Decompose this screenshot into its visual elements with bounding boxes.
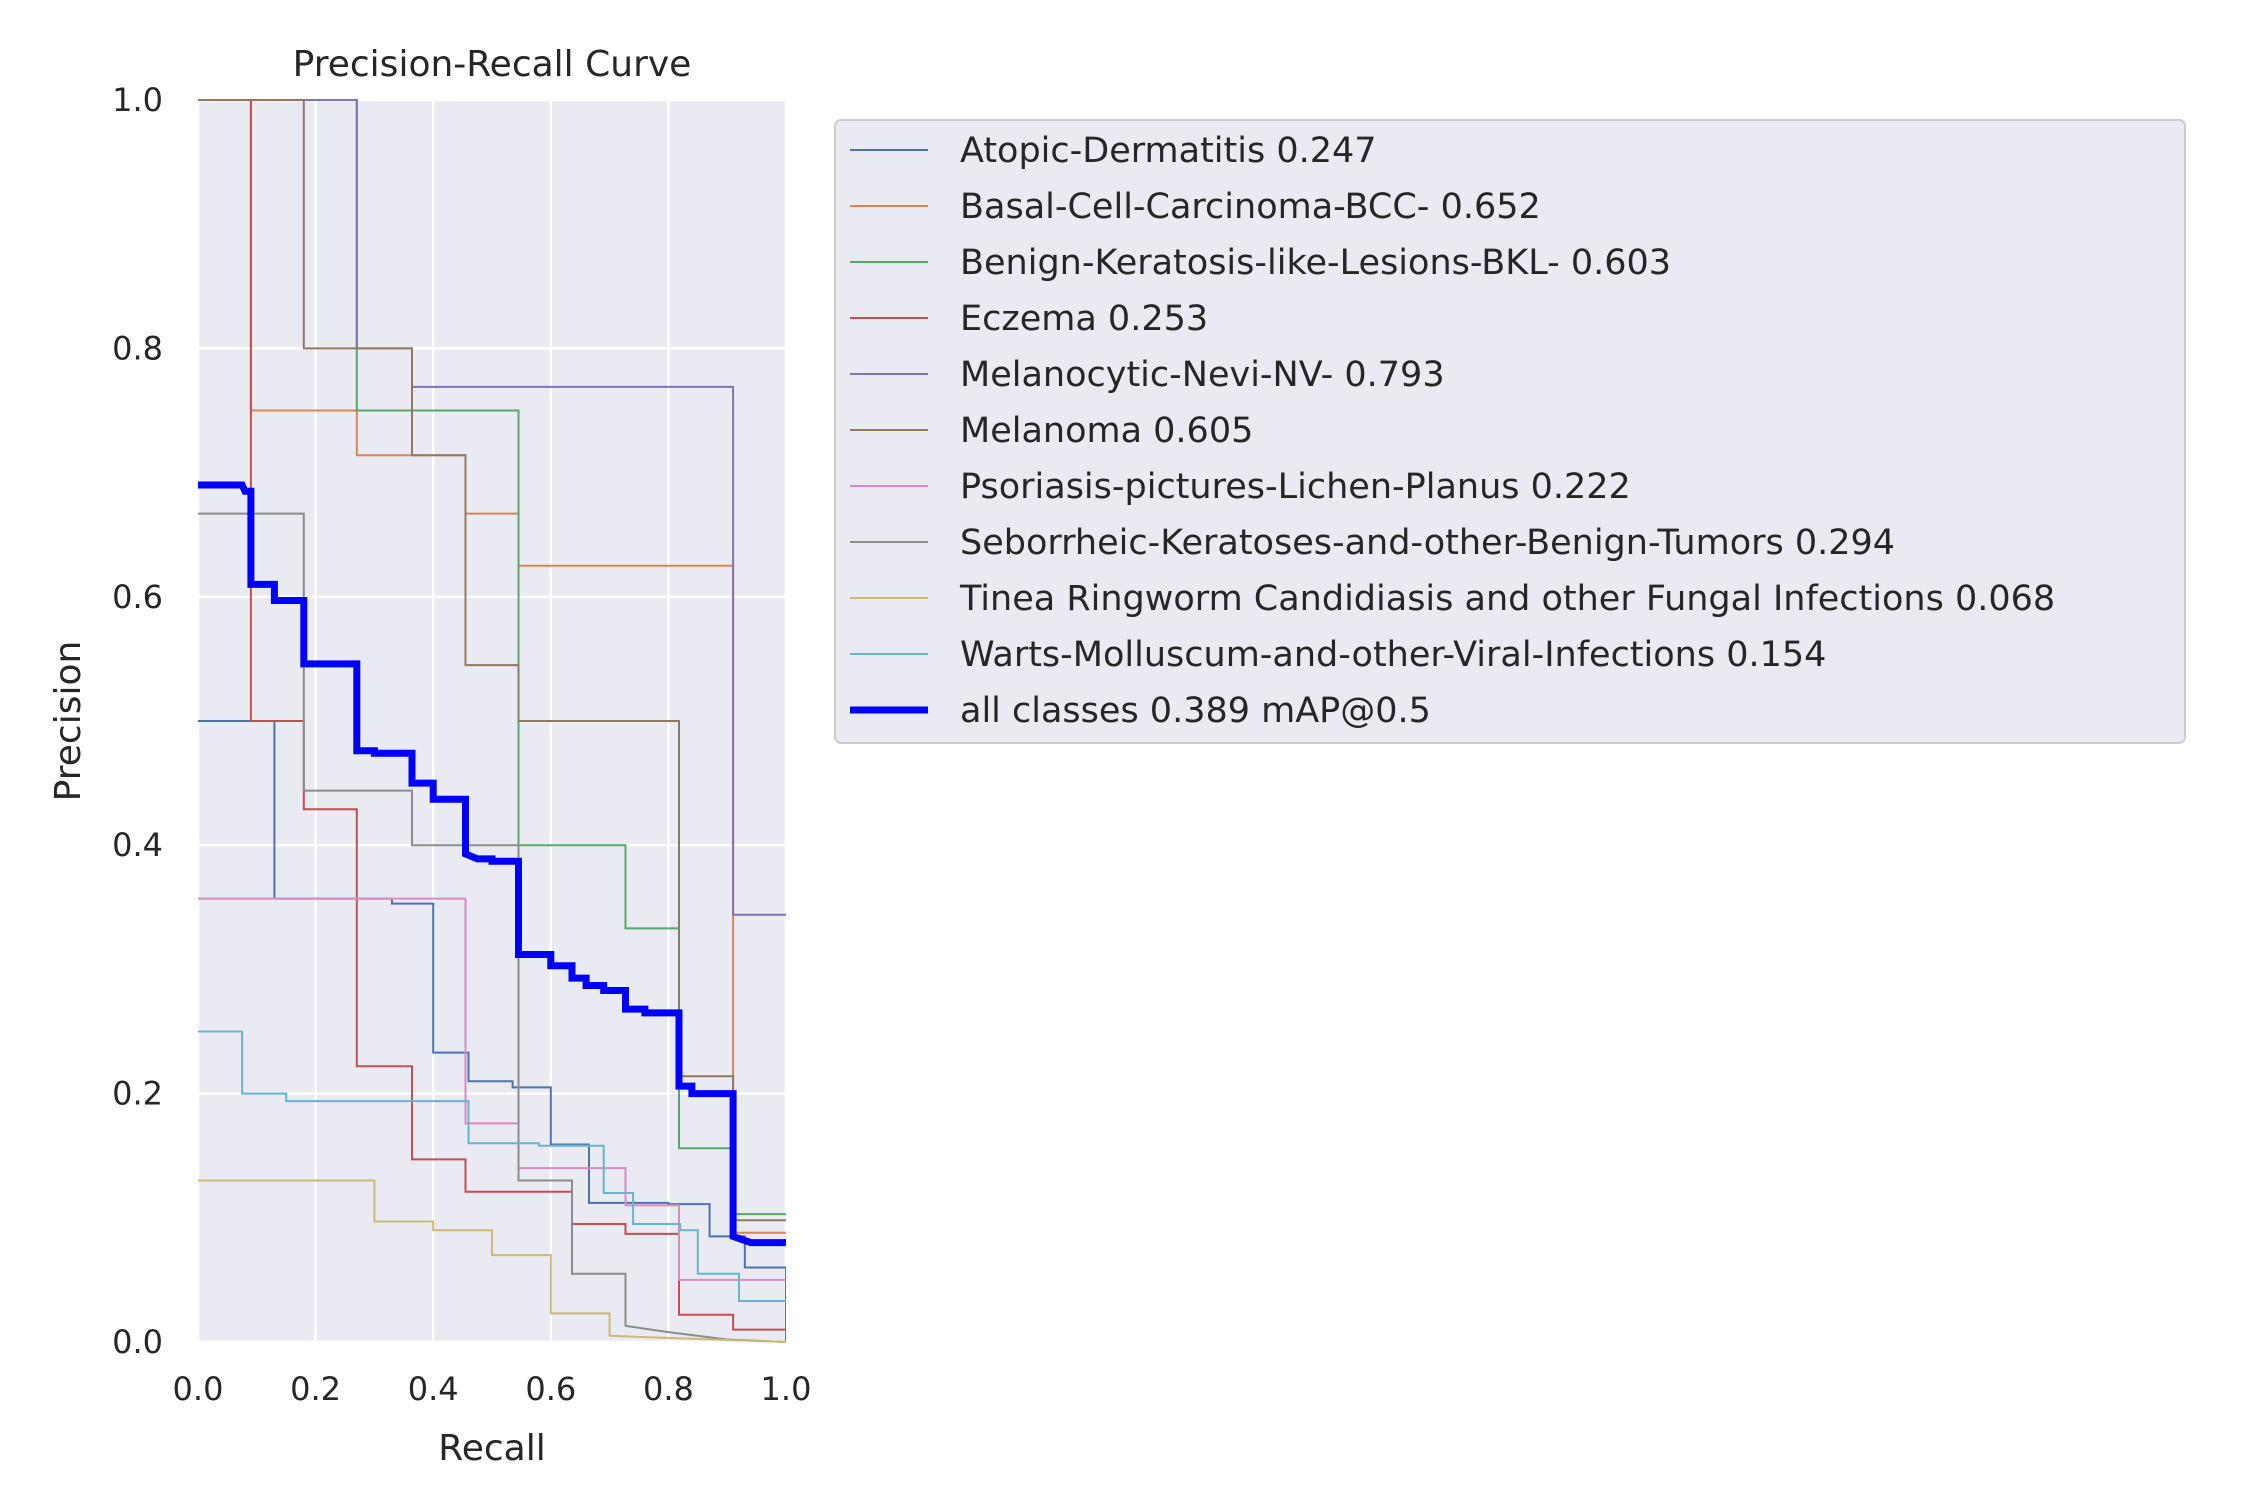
legend-label-all-classes-0-389-map-0-5: all classes 0.389 mAP@0.5 [960,691,1431,731]
y-tick-label: 0.0 [112,1323,163,1361]
legend-label-benign-keratosis-like-lesions-bkl-0-603: Benign-Keratosis-like-Lesions-BKL- 0.603 [960,243,1671,283]
x-tick-label: 0.6 [525,1370,576,1408]
series-line-warts-molluscum-and-other-viral-infections-0-154 [198,1030,786,1302]
series-line-psoriasis-pictures-lichen-planus-0-222 [198,897,786,1281]
legend-label-warts-molluscum-and-other-viral-infections-0-154: Warts-Molluscum-and-other-Viral-Infectio… [960,635,1826,675]
series-line-seborrheic-keratoses-and-other-benign-tumors-0-294 [198,512,786,1343]
x-axis-label: Recall [438,1428,545,1469]
legend-label-melanoma-0-605: Melanoma 0.605 [960,411,1253,451]
chart-title: Precision-Recall Curve [293,44,692,85]
legend-label-tinea-ringworm-candidiasis-and-other-fungal-infections-0-068: Tinea Ringworm Candidiasis and other Fun… [959,579,2055,619]
legend-label-atopic-dermatitis-0-247: Atopic-Dermatitis 0.247 [960,131,1377,171]
series-line-atopic-dermatitis-0-247 [198,720,786,1342]
legend-items: Atopic-Dermatitis 0.247 Basal-Cell-Carcin… [850,131,2055,731]
series-line-all-classes-0-389-map-0-5 [198,481,786,1247]
legend: Atopic-Dermatitis 0.247 Basal-Cell-Carcin… [834,119,2186,744]
x-tick-label: 1.0 [761,1370,812,1408]
x-tick-label: 0.0 [173,1370,224,1408]
y-tick-label: 0.4 [112,826,163,864]
legend-label-psoriasis-pictures-lichen-planus-0-222: Psoriasis-pictures-Lichen-Planus 0.222 [960,467,1631,507]
y-tick-label: 0.2 [112,1075,163,1113]
y-axis-label: Precision [48,641,89,802]
legend-label-seborrheic-keratoses-and-other-benign-tumors-0-294: Seborrheic-Keratoses-and-other-Benign-Tu… [960,523,1895,563]
y-tick-label: 1.0 [112,81,163,119]
legend-label-basal-cell-carcinoma-bcc-0-652: Basal-Cell-Carcinoma-BCC- 0.652 [960,187,1541,227]
y-tick-label: 0.6 [112,578,163,616]
legend-label-melanocytic-nevi-nv-0-793: Melanocytic-Nevi-NV- 0.793 [960,355,1445,395]
series-line-eczema-0-253 [249,100,786,1331]
series-layer [198,99,786,1343]
series-line-melanoma-0-605 [198,99,786,1222]
y-tick-label: 0.8 [112,329,163,367]
tick-labels: 0.0 0.2 0.4 0.6 0.8 1.0 0.0 0.2 0.4 0.6 0.8 1.0 [112,81,811,1408]
x-tick-label: 0.4 [408,1370,459,1408]
legend-box [834,119,2186,744]
series-line-tinea-ringworm-candidiasis-and-other-fungal-infections-0-068 [198,1179,786,1343]
x-tick-label: 0.2 [290,1370,341,1408]
x-tick-label: 0.8 [643,1370,694,1408]
legend-label-eczema-0-253: Eczema 0.253 [960,299,1208,339]
